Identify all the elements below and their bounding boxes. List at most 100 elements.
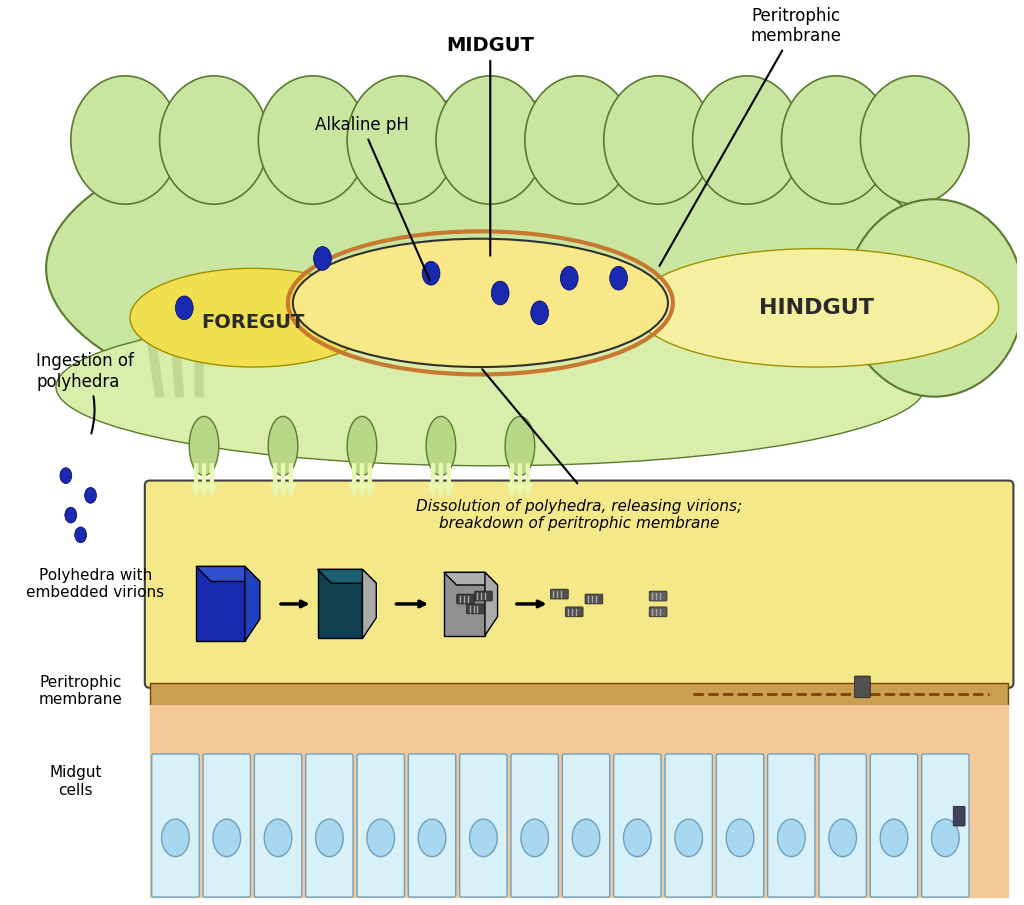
Ellipse shape xyxy=(521,819,549,857)
Polygon shape xyxy=(245,567,260,642)
Polygon shape xyxy=(443,572,485,635)
FancyArrow shape xyxy=(200,463,209,497)
Ellipse shape xyxy=(313,247,332,271)
Text: Alkaline pH: Alkaline pH xyxy=(315,116,430,281)
FancyBboxPatch shape xyxy=(613,754,662,897)
Bar xyxy=(150,705,1009,754)
FancyArrow shape xyxy=(349,463,358,497)
FancyBboxPatch shape xyxy=(254,754,302,897)
FancyBboxPatch shape xyxy=(854,676,870,698)
FancyBboxPatch shape xyxy=(649,607,667,617)
FancyBboxPatch shape xyxy=(819,754,866,897)
FancyBboxPatch shape xyxy=(467,604,484,614)
FancyArrow shape xyxy=(208,463,216,497)
Ellipse shape xyxy=(264,819,292,857)
Ellipse shape xyxy=(56,308,925,466)
Ellipse shape xyxy=(160,76,268,205)
Ellipse shape xyxy=(367,819,394,857)
Ellipse shape xyxy=(530,300,549,325)
Ellipse shape xyxy=(777,819,805,857)
Ellipse shape xyxy=(604,76,713,205)
FancyBboxPatch shape xyxy=(457,594,474,604)
FancyArrow shape xyxy=(523,463,532,497)
FancyBboxPatch shape xyxy=(717,754,764,897)
Polygon shape xyxy=(485,572,498,635)
Ellipse shape xyxy=(572,819,600,857)
FancyArrow shape xyxy=(169,323,183,397)
FancyArrow shape xyxy=(515,463,524,497)
FancyBboxPatch shape xyxy=(474,591,493,601)
FancyBboxPatch shape xyxy=(922,754,969,897)
Ellipse shape xyxy=(781,76,890,205)
FancyBboxPatch shape xyxy=(953,806,965,826)
Ellipse shape xyxy=(71,76,179,205)
Ellipse shape xyxy=(347,76,456,205)
Ellipse shape xyxy=(293,239,668,367)
Ellipse shape xyxy=(65,507,77,523)
Ellipse shape xyxy=(675,819,702,857)
FancyArrow shape xyxy=(194,322,205,396)
Ellipse shape xyxy=(505,416,535,476)
Polygon shape xyxy=(362,569,376,639)
Ellipse shape xyxy=(60,468,72,483)
Text: Midgut
cells: Midgut cells xyxy=(49,766,102,798)
Ellipse shape xyxy=(258,76,367,205)
Ellipse shape xyxy=(932,819,959,857)
FancyBboxPatch shape xyxy=(409,754,456,897)
Ellipse shape xyxy=(130,269,377,367)
Polygon shape xyxy=(443,572,498,585)
Polygon shape xyxy=(317,569,362,639)
Polygon shape xyxy=(317,569,376,583)
Ellipse shape xyxy=(418,819,445,857)
Ellipse shape xyxy=(492,281,509,305)
Ellipse shape xyxy=(436,76,545,205)
FancyArrow shape xyxy=(508,463,516,497)
Ellipse shape xyxy=(85,488,96,503)
Ellipse shape xyxy=(347,416,377,476)
FancyBboxPatch shape xyxy=(565,607,583,617)
Ellipse shape xyxy=(525,76,634,205)
FancyBboxPatch shape xyxy=(460,754,507,897)
FancyBboxPatch shape xyxy=(562,754,609,897)
Bar xyxy=(150,683,1009,705)
FancyBboxPatch shape xyxy=(870,754,918,897)
Text: Peritrophic
membrane: Peritrophic membrane xyxy=(39,674,123,707)
Ellipse shape xyxy=(860,76,969,205)
FancyArrow shape xyxy=(436,463,445,497)
FancyBboxPatch shape xyxy=(203,754,251,897)
FancyArrow shape xyxy=(144,323,164,397)
Text: Dissolution of polyhedra, releasing virions;
breakdown of peritrophic membrane: Dissolution of polyhedra, releasing viri… xyxy=(416,499,742,531)
Ellipse shape xyxy=(422,262,440,285)
FancyArrow shape xyxy=(191,463,201,497)
Polygon shape xyxy=(197,567,260,581)
Ellipse shape xyxy=(189,416,219,476)
Bar xyxy=(150,754,1009,897)
Text: Peritrophic
membrane: Peritrophic membrane xyxy=(659,6,842,266)
FancyBboxPatch shape xyxy=(665,754,713,897)
FancyArrow shape xyxy=(279,463,288,497)
Ellipse shape xyxy=(46,100,935,436)
FancyBboxPatch shape xyxy=(649,591,667,601)
Ellipse shape xyxy=(692,76,801,205)
Text: Polyhedra with
embedded virions: Polyhedra with embedded virions xyxy=(27,568,165,600)
Ellipse shape xyxy=(560,266,579,291)
Ellipse shape xyxy=(75,527,87,543)
FancyBboxPatch shape xyxy=(551,589,568,599)
FancyBboxPatch shape xyxy=(511,754,558,897)
Ellipse shape xyxy=(426,416,456,476)
FancyArrow shape xyxy=(366,463,375,497)
Ellipse shape xyxy=(624,819,651,857)
Ellipse shape xyxy=(162,819,189,857)
Ellipse shape xyxy=(846,199,1023,396)
FancyBboxPatch shape xyxy=(306,754,353,897)
Text: Ingestion of
polyhedra: Ingestion of polyhedra xyxy=(36,352,134,433)
FancyArrow shape xyxy=(270,463,280,497)
Ellipse shape xyxy=(634,249,998,367)
FancyArrow shape xyxy=(429,463,437,497)
Text: MIDGUT: MIDGUT xyxy=(446,36,535,256)
Ellipse shape xyxy=(213,819,241,857)
FancyBboxPatch shape xyxy=(144,481,1014,688)
FancyArrow shape xyxy=(444,463,454,497)
Ellipse shape xyxy=(881,819,908,857)
FancyArrow shape xyxy=(287,463,295,497)
